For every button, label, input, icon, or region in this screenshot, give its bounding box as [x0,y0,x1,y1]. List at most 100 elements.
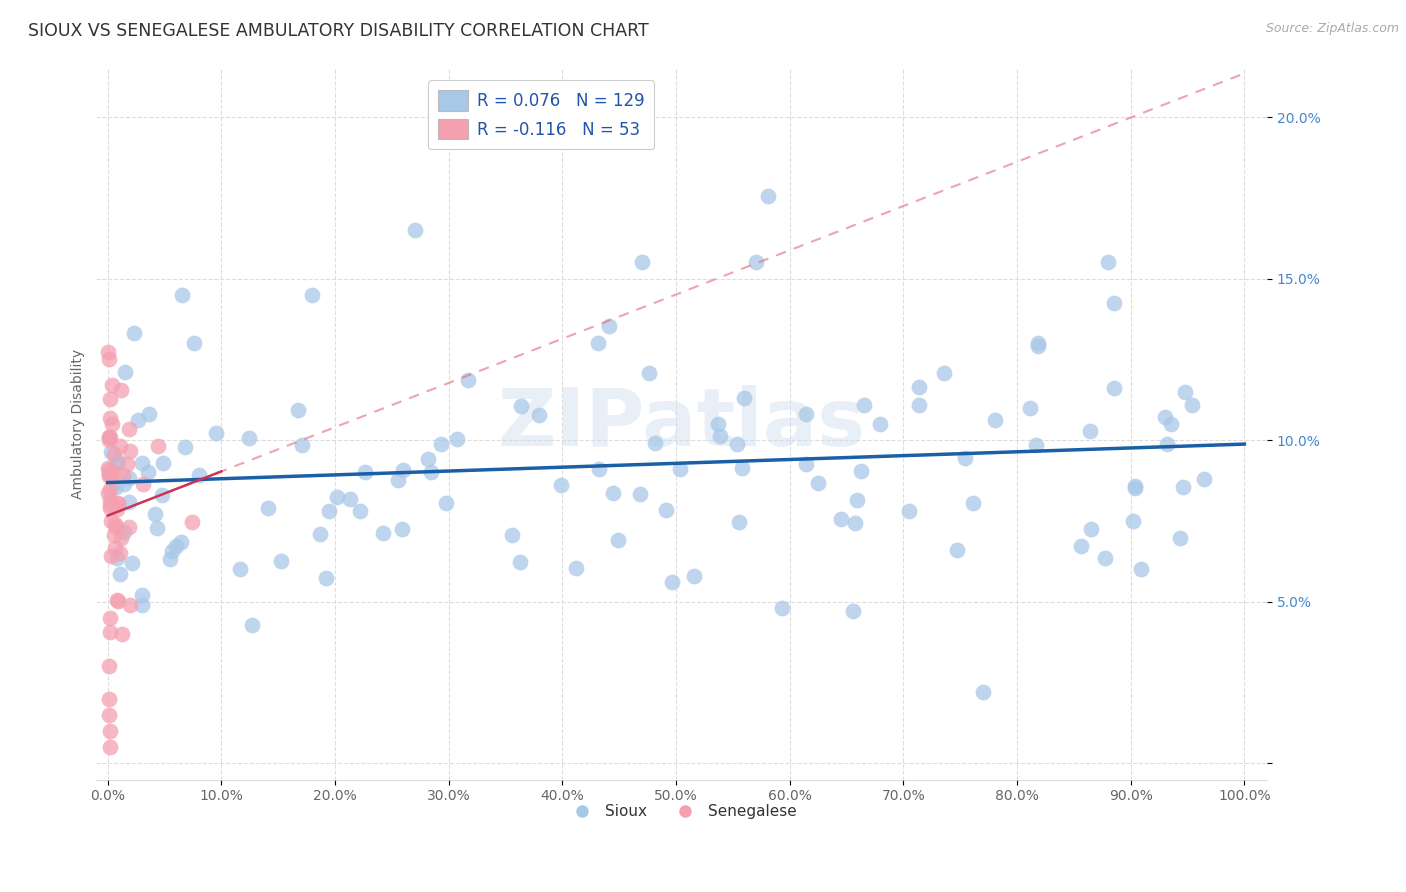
Point [112,525,135,540]
Point [1156,437,1178,451]
Point [105,454,128,468]
Point [1129,562,1152,576]
Point [509,555,531,569]
Point [107,594,129,608]
Point [1019,401,1042,416]
Point [105,502,128,516]
Point [510,399,533,413]
Point [108,546,131,560]
Point [228,562,250,576]
Point [842,604,865,618]
Legend: Sioux, Senegalese: Sioux, Senegalese [561,798,803,825]
Point [683,568,706,582]
Point [112,467,135,482]
Point [98,724,121,739]
Point [565,561,588,575]
Point [318,504,340,518]
Point [308,526,330,541]
Point [114,365,136,379]
Point [1097,255,1119,269]
Point [98,467,121,481]
Point [588,335,610,350]
Point [150,488,173,502]
Point [105,593,128,607]
Point [180,515,202,529]
Point [598,319,620,334]
Point [105,551,128,566]
Point [844,516,866,530]
Point [315,571,337,585]
Point [170,534,193,549]
Point [807,475,830,490]
Point [270,554,292,568]
Point [387,473,409,487]
Point [165,540,187,554]
Point [287,402,309,417]
Point [845,493,868,508]
Point [103,465,125,479]
Point [132,476,155,491]
Point [127,413,149,427]
Point [100,549,122,563]
Point [107,496,129,510]
Point [98,610,121,624]
Point [98,430,121,444]
Point [628,486,651,500]
Point [100,514,122,528]
Point [118,494,141,508]
Point [120,598,142,612]
Point [1181,398,1204,412]
Point [1080,424,1102,438]
Point [644,436,666,450]
Point [908,380,931,394]
Point [131,598,153,612]
Point [117,470,139,484]
Point [1173,480,1195,494]
Point [770,601,793,615]
Point [707,417,730,431]
Point [100,500,122,515]
Point [138,407,160,421]
Point [1102,296,1125,310]
Point [419,465,441,479]
Point [434,496,457,510]
Text: SIOUX VS SENEGALESE AMBULATORY DISABILITY CORRELATION CHART: SIOUX VS SENEGALESE AMBULATORY DISABILIT… [28,22,650,40]
Point [98,463,121,477]
Point [131,588,153,602]
Point [349,504,371,518]
Point [430,437,453,451]
Point [97,708,120,723]
Point [159,552,181,566]
Point [709,428,731,442]
Point [550,477,572,491]
Point [122,326,145,340]
Point [97,486,120,500]
Point [162,543,184,558]
Point [110,439,132,453]
Point [98,498,121,512]
Point [794,407,817,421]
Point [725,437,748,451]
Point [98,430,121,444]
Point [1123,481,1146,495]
Point [654,502,676,516]
Point [97,430,120,444]
Point [371,526,394,541]
Point [97,434,120,448]
Point [606,533,628,547]
Point [97,466,120,480]
Point [146,439,169,453]
Point [1122,514,1144,528]
Point [972,684,994,698]
Point [1070,539,1092,553]
Point [1194,472,1216,486]
Point [984,413,1007,427]
Point [1104,381,1126,395]
Point [638,366,661,380]
Point [98,482,121,496]
Point [945,543,967,558]
Point [962,496,984,510]
Point [527,408,550,422]
Point [1154,409,1177,424]
Text: ZIPatlas: ZIPatlas [498,385,866,463]
